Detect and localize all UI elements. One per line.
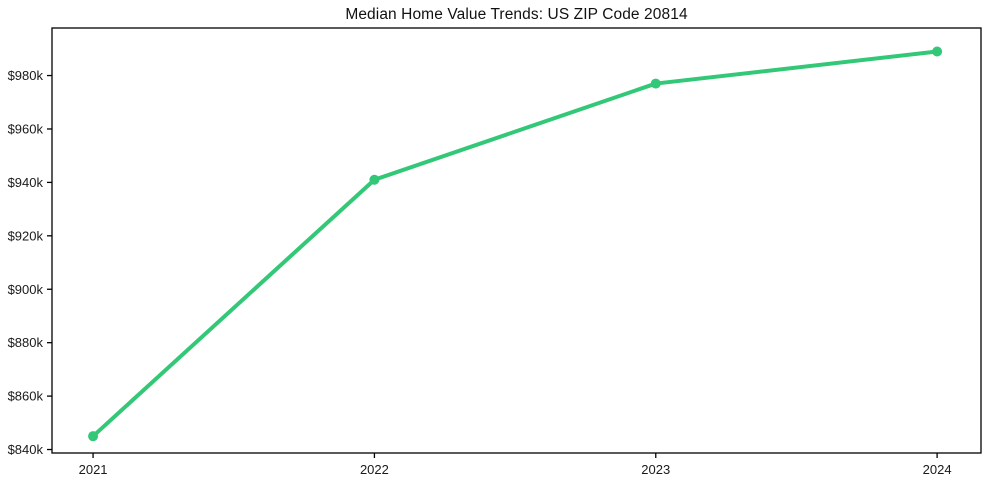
data-point	[932, 46, 943, 57]
y-tick-label: $960k	[8, 121, 44, 136]
x-tick-label: 2022	[360, 462, 389, 477]
y-tick-label: $900k	[8, 282, 44, 297]
y-tick-label: $940k	[8, 175, 44, 190]
chart-title: Median Home Value Trends: US ZIP Code 20…	[345, 6, 688, 23]
y-tick-label: $880k	[8, 335, 44, 350]
y-tick-label: $920k	[8, 228, 44, 243]
data-point	[369, 174, 380, 185]
y-tick-label: $840k	[8, 442, 44, 457]
data-point	[88, 431, 99, 442]
plot-border	[51, 27, 982, 454]
y-tick-label: $980k	[8, 68, 44, 83]
series-line	[91, 49, 940, 439]
y-tick-label: $860k	[8, 389, 44, 404]
x-tick-label: 2023	[641, 462, 670, 477]
x-tick-label: 2021	[79, 462, 108, 477]
data-point	[650, 78, 661, 89]
x-tick-label: 2024	[923, 462, 952, 477]
